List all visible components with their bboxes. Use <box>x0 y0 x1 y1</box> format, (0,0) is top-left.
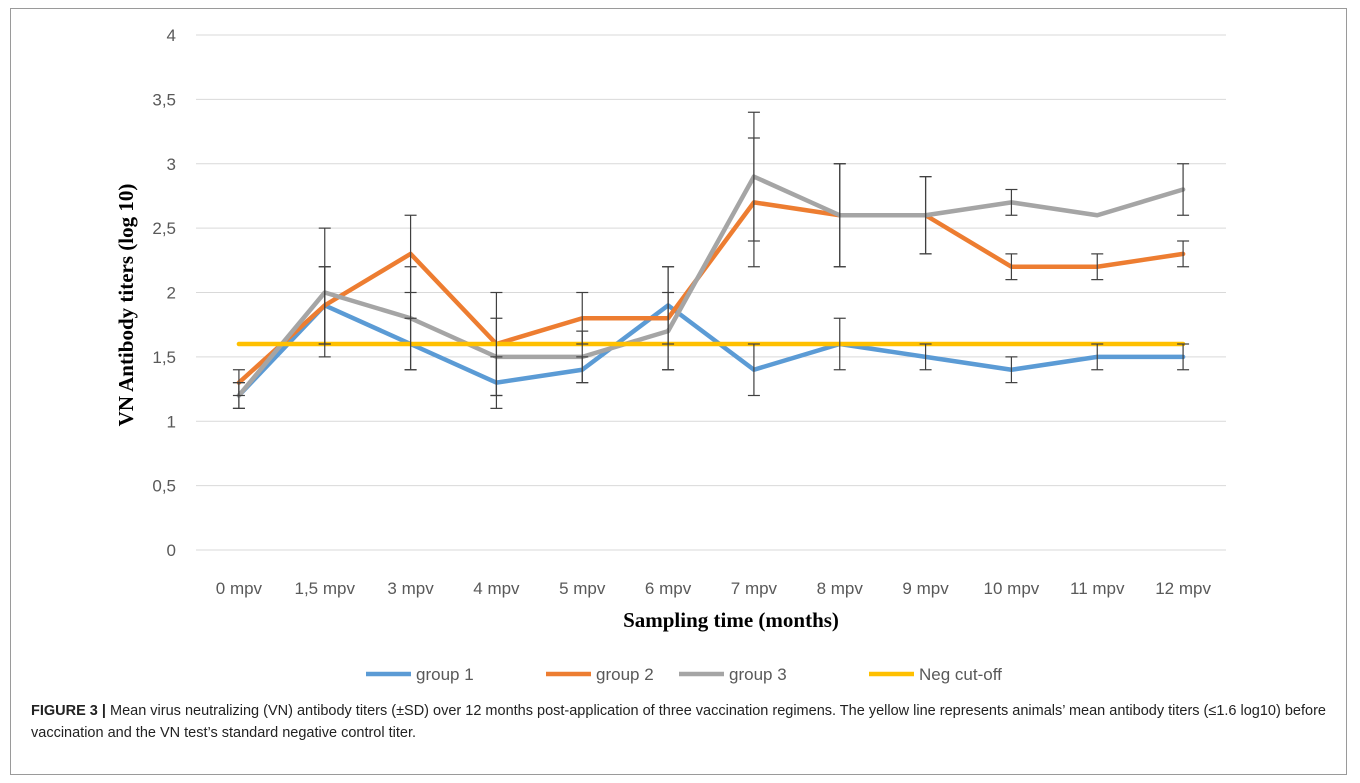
x-tick-label: 1,5 mpv <box>295 579 356 598</box>
x-tick-label: 6 mpv <box>645 579 692 598</box>
caption-text: Mean virus neutralizing (VN) antibody ti… <box>31 703 1326 741</box>
series-lines <box>236 174 1186 398</box>
x-tick-label: 10 mpv <box>984 579 1040 598</box>
x-axis-title: Sampling time (months) <box>623 608 839 632</box>
x-tick-label: 12 mpv <box>1155 579 1211 598</box>
error-bars <box>232 111 1190 409</box>
y-tick-label: 1,5 <box>152 348 176 367</box>
x-tick-label: 9 mpv <box>902 579 949 598</box>
y-tick-label: 1 <box>167 412 176 431</box>
legend-label: group 3 <box>729 665 787 684</box>
y-tick-label: 0 <box>167 541 176 560</box>
legend-label: group 2 <box>596 665 654 684</box>
caption-label: FIGURE 3 | <box>31 703 106 719</box>
legend-label: Neg cut-off <box>919 665 1002 684</box>
grid-lines <box>196 34 1226 551</box>
x-tick-label: 4 mpv <box>473 579 520 598</box>
legend-label: group 1 <box>416 665 474 684</box>
y-tick-label: 2,5 <box>152 219 176 238</box>
y-tick-label: 3,5 <box>152 90 176 109</box>
x-tick-labels: 0 mpv 1,5 mpv 3 mpv 4 mpv 5 mpv 6 mpv 7 mpv 8 m… <box>216 579 1212 598</box>
x-tick-label: 8 mpv <box>817 579 864 598</box>
y-axis-title: VN Antibody titers (log 10) <box>114 184 138 427</box>
x-tick-label: 7 mpv <box>731 579 778 598</box>
x-tick-label: 0 mpv <box>216 579 263 598</box>
y-tick-labels: 0 0,5 1 1,5 2 2,5 3 3,5 4 <box>152 26 176 560</box>
y-tick-label: 2 <box>167 284 176 303</box>
y-tick-label: 4 <box>167 26 176 45</box>
y-tick-label: 0,5 <box>152 477 176 496</box>
x-tick-label: 3 mpv <box>387 579 434 598</box>
figure-frame: 0 0,5 1 1,5 2 2,5 3 3,5 4 0 mpv 1,5 mpv 3 mpv 4 mpv… <box>10 8 1347 775</box>
y-tick-label: 3 <box>167 155 176 174</box>
x-tick-label: 5 mpv <box>559 579 606 598</box>
series-line <box>236 303 1186 398</box>
series-line <box>236 174 1186 398</box>
line-chart: 0 0,5 1 1,5 2 2,5 3 3,5 4 0 mpv 1,5 mpv 3 mpv 4 mpv… <box>114 26 1226 684</box>
figure-caption: FIGURE 3 | Mean virus neutralizing (VN) … <box>31 700 1341 744</box>
series-line <box>236 200 1186 385</box>
x-tick-label: 11 mpv <box>1070 579 1125 598</box>
legend: group 1 group 2 group 3 Neg cut-off <box>366 665 1002 684</box>
